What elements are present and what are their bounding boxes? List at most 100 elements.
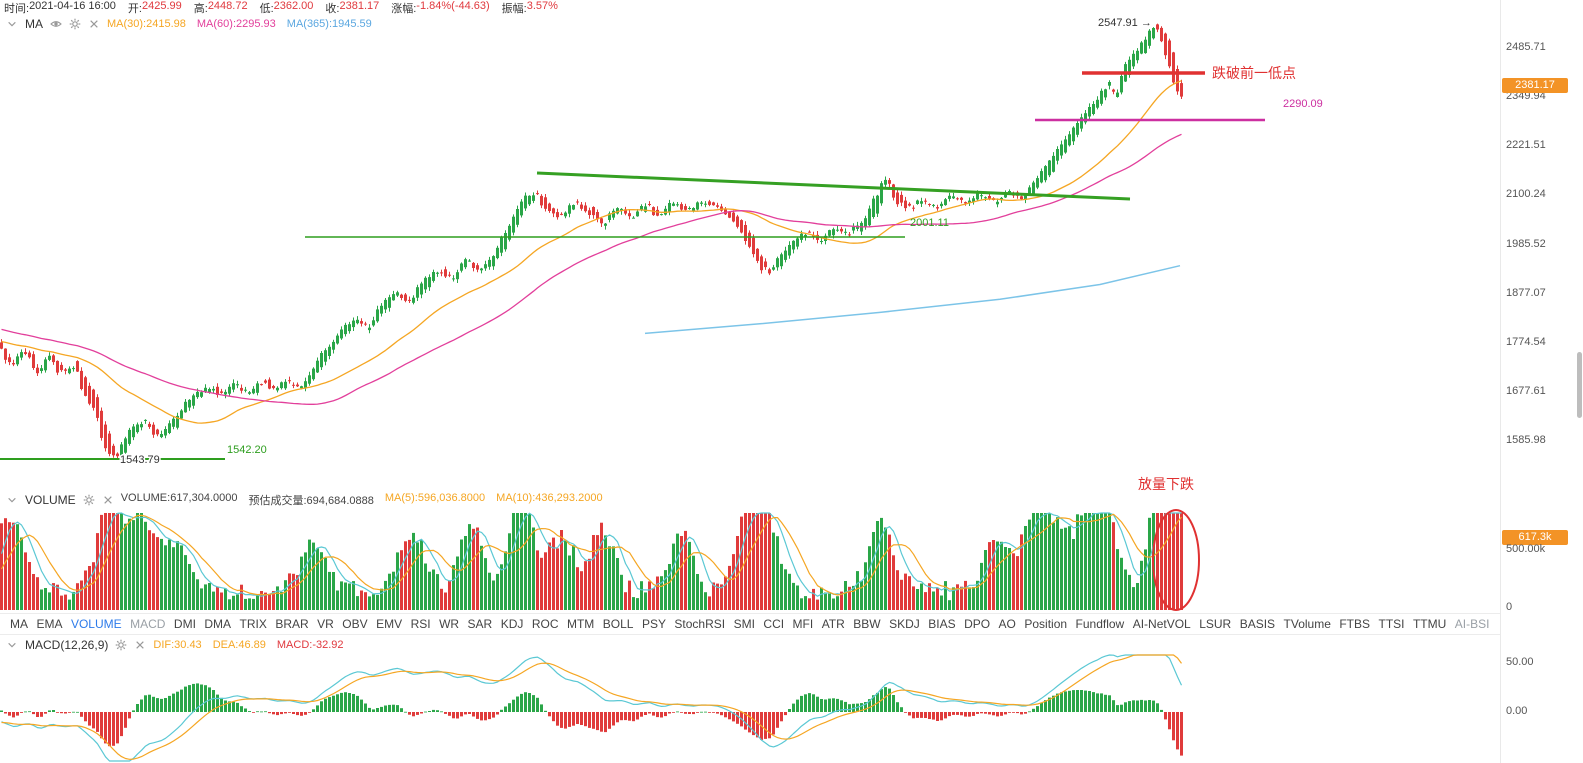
close-icon[interactable]: [134, 639, 146, 651]
main-chart-canvas[interactable]: 1543.79 1542.20 2001.11 2290.09 2547.91 …: [0, 0, 1500, 492]
label-2290: 2290.09: [1283, 98, 1323, 110]
tab-macd[interactable]: MACD: [130, 617, 166, 631]
volume-highlight-ellipse: [1152, 509, 1200, 611]
tab-atr[interactable]: ATR: [821, 617, 845, 631]
tab-position[interactable]: Position: [1024, 617, 1068, 631]
ma-value: MA(60):2295.93: [196, 17, 276, 30]
candlestick-series: [0, 23, 1183, 459]
ohlc-field: 涨幅: -1.84%(-44.63): [391, 0, 489, 16]
price-axis-label: 1585.98: [1506, 434, 1546, 446]
ohlc-field-label: 开:: [127, 2, 142, 15]
tab-sar[interactable]: SAR: [467, 617, 493, 631]
chevron-down-icon[interactable]: [6, 18, 18, 30]
ohlc-field-label: 振幅:: [501, 2, 527, 15]
macd-axis-50: 50.00: [1506, 656, 1534, 668]
tab-skdj[interactable]: SKDJ: [889, 617, 920, 631]
chevron-down-icon[interactable]: [6, 639, 18, 651]
tab-ftbs[interactable]: FTBS: [1339, 617, 1371, 631]
price-axis-label: 2349.94: [1506, 90, 1546, 103]
label-1542: 1542.20: [227, 444, 267, 456]
tab-fundflow[interactable]: Fundflow: [1075, 617, 1125, 631]
volume-axis-500k: 500.00k: [1506, 543, 1546, 555]
tab-dpo[interactable]: DPO: [964, 617, 991, 631]
eye-icon[interactable]: [50, 18, 62, 30]
tab-ai-netvol[interactable]: AI-NetVOL: [1132, 617, 1191, 631]
tab-obv[interactable]: OBV: [342, 617, 368, 631]
tab-lsur[interactable]: LSUR: [1199, 617, 1232, 631]
ohlc-field-value: 2381.17: [339, 0, 380, 12]
tab-ttsi[interactable]: TTSI: [1378, 617, 1405, 631]
tab-ai-bsi[interactable]: AI-BSI: [1454, 617, 1490, 631]
ohlc-field-value: 3.57%: [526, 0, 558, 12]
tab-brar[interactable]: BRAR: [275, 617, 309, 631]
tab-ao[interactable]: AO: [998, 617, 1016, 631]
current-price-badge: 2381.17: [1502, 78, 1568, 93]
ohlc-field-label: 低:: [259, 2, 274, 15]
trend-line: [536, 171, 1131, 201]
volume-values: VOLUME:617,304.0000 预估成交量:694,684.0888 MA(…: [121, 492, 603, 508]
tab-tvolume[interactable]: TVolume: [1283, 617, 1331, 631]
close-icon[interactable]: [102, 494, 114, 506]
tab-bbw[interactable]: BBW: [853, 617, 881, 631]
tab-dmi[interactable]: DMI: [173, 617, 196, 631]
gear-icon[interactable]: [69, 18, 81, 30]
volume-axis-0: 0: [1506, 601, 1513, 613]
volume-field: VOLUME:617,304.0000: [120, 492, 238, 504]
close-icon[interactable]: [88, 18, 100, 30]
chevron-down-icon[interactable]: [6, 494, 18, 506]
volume-indicator-header: VOLUME VOLUME:617,304.0000 预估成交量:694,684.…: [6, 492, 603, 508]
macd-axis-0: 0.00: [1506, 705, 1528, 717]
label-peak: 2547.91 →: [1098, 17, 1152, 29]
volume-field: 预估成交量:694,684.0888: [248, 495, 374, 507]
tab-stochrsi[interactable]: StochRSI: [674, 617, 726, 631]
scrollbar-thumb[interactable]: [1577, 352, 1582, 418]
macd-field: DEA:46.89: [212, 638, 266, 651]
label-1543: 1543.79: [120, 454, 160, 466]
price-axis-label: 1774.54: [1506, 335, 1546, 348]
tab-mtm[interactable]: MTM: [566, 617, 595, 631]
tab-basis[interactable]: BASIS: [1239, 617, 1276, 631]
tab-kdj[interactable]: KDJ: [500, 617, 524, 631]
price-axis-label: 2221.51: [1506, 139, 1546, 152]
gear-icon[interactable]: [115, 639, 127, 651]
tab-bias[interactable]: BIAS: [928, 617, 956, 631]
volume-note: 放量下跌: [1138, 476, 1194, 492]
tab-roc[interactable]: ROC: [531, 617, 559, 631]
tab-emv[interactable]: EMV: [376, 617, 403, 631]
time-value: 2021-04-16 16:00: [29, 0, 116, 12]
ohlc-field: 高: 2448.72: [194, 0, 248, 16]
ohlc-field: 开: 2425.99: [128, 0, 182, 16]
indicator-tab-bar: MA EMA VOLUME MACD DMI DMA TRIX BRAR VR OBV EMV RSI…: [0, 613, 1500, 635]
tab-rsi[interactable]: RSI: [410, 617, 431, 631]
tab-ttmu[interactable]: TTMU: [1412, 617, 1447, 631]
volume-chart-canvas[interactable]: [0, 505, 1500, 613]
ohlc-field: 振幅: 3.57%: [502, 0, 558, 16]
gear-icon[interactable]: [83, 494, 95, 506]
volume-series: [0, 512, 1183, 610]
tab-trix[interactable]: TRIX: [239, 617, 267, 631]
indicator-name-ma: MA: [25, 16, 43, 31]
tab-boll[interactable]: BOLL: [602, 617, 634, 631]
tab-mfi[interactable]: MFI: [792, 617, 814, 631]
tab-vr[interactable]: VR: [317, 617, 334, 631]
tab-dma[interactable]: DMA: [204, 617, 232, 631]
ma-indicator-header: MA MA(30):2415.98 MA(60):2295.93 MA(365):1…: [6, 15, 372, 32]
macd-chart-canvas[interactable]: [0, 652, 1500, 763]
tab-cci[interactable]: CCI: [763, 617, 785, 631]
price-axis-label: 1877.07: [1506, 286, 1546, 299]
ohlc-field-label: 收:: [325, 2, 340, 15]
price-axis-label: 1677.61: [1506, 384, 1546, 397]
label-breakdown: 跌破前一低点: [1212, 65, 1296, 81]
tab-wr[interactable]: WR: [439, 617, 460, 631]
time-field: 时间: 2021-04-16 16:00: [4, 0, 116, 16]
ohlc-field: 收: 2381.17: [325, 0, 379, 16]
current-volume-badge: 617.3k: [1502, 530, 1568, 545]
tab-psy[interactable]: PSY: [641, 617, 666, 631]
label-2001: 2001.11: [910, 217, 949, 229]
tab-volume[interactable]: VOLUME: [70, 617, 122, 631]
ohlc-info-bar: 时间: 2021-04-16 16:00 开: 2425.99 高: 2448.72 低…: [4, 0, 558, 15]
tab-ema[interactable]: EMA: [36, 617, 63, 631]
tab-ma[interactable]: MA: [10, 617, 28, 631]
tab-smi[interactable]: SMI: [733, 617, 755, 631]
